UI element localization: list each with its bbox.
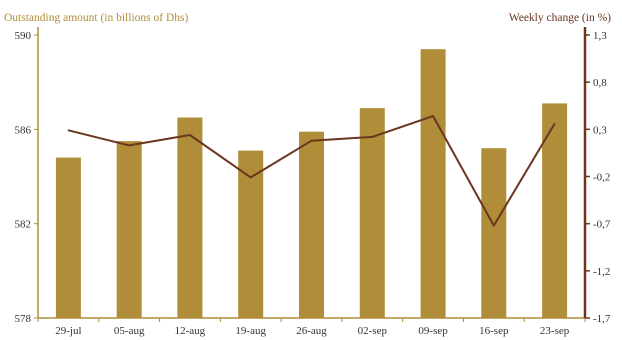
x-tick-label-02-sep: 02-sep bbox=[358, 325, 388, 337]
left-tick-label: 578 bbox=[15, 313, 32, 325]
bar-23-sep bbox=[542, 103, 568, 319]
bar-series bbox=[55, 49, 568, 319]
line-point-12-aug bbox=[189, 134, 191, 136]
line-series bbox=[67, 115, 556, 227]
line-point-16-sep bbox=[493, 224, 495, 227]
right-tick-label: 0,8 bbox=[593, 77, 607, 89]
x-tick-label-05-aug: 05-aug bbox=[114, 325, 145, 337]
x-tick-label-16-sep: 16-sep bbox=[479, 325, 509, 337]
right-tick-label: -1,2 bbox=[593, 266, 610, 278]
right-tick-label: 1,3 bbox=[593, 30, 607, 42]
left-tick-label: 590 bbox=[15, 30, 32, 42]
bar-12-aug bbox=[177, 117, 203, 318]
left-tick-label: 586 bbox=[15, 124, 32, 136]
bar-02-sep bbox=[359, 108, 385, 318]
right-tick-label: -0,7 bbox=[593, 219, 611, 231]
bar-09-sep bbox=[420, 49, 446, 318]
right-axis-title: Weekly change (in %) bbox=[509, 12, 611, 24]
line-point-29-jul bbox=[67, 129, 70, 132]
right-axis-ticks: 1,3 0,8 0,3 -0,2 -0,7 -1,2 -1,7 bbox=[585, 30, 611, 325]
right-tick-label: 0,3 bbox=[593, 124, 607, 136]
x-tick-label-09-sep: 09-sep bbox=[418, 325, 448, 337]
bar-19-aug bbox=[238, 150, 264, 318]
line-point-23-sep bbox=[553, 122, 556, 125]
line-point-05-aug bbox=[128, 144, 130, 147]
line-point-09-sep bbox=[432, 115, 434, 117]
x-tick-label-26-aug: 26-aug bbox=[296, 325, 327, 337]
line-point-19-aug bbox=[249, 176, 252, 179]
bar-26-aug bbox=[299, 131, 324, 318]
line-point-02-sep bbox=[371, 136, 374, 138]
bar-29-jul bbox=[55, 157, 81, 318]
line-point-26-aug bbox=[310, 139, 313, 142]
x-tick-label-19-aug: 19-aug bbox=[235, 325, 266, 337]
x-tick-label-23-sep: 23-sep bbox=[540, 325, 570, 337]
right-tick-label: -1,7 bbox=[593, 313, 611, 325]
bar-05-aug bbox=[116, 141, 142, 318]
x-tick-label-12-aug: 12-aug bbox=[175, 325, 206, 337]
right-tick-label: -0,2 bbox=[593, 172, 610, 184]
bar-16-sep bbox=[481, 148, 507, 318]
left-tick-label: 582 bbox=[15, 219, 32, 231]
left-axis-title: Outstanding amount (in billions of Dhs) bbox=[4, 12, 188, 24]
x-axis-ticks: 29-jul 05-aug 12-aug 19-aug 26-aug 02-sep 09-s… bbox=[37, 318, 586, 337]
left-axis-ticks: 578 582 586 590 bbox=[15, 30, 38, 325]
x-tick-label-29-jul: 29-jul bbox=[55, 325, 81, 337]
